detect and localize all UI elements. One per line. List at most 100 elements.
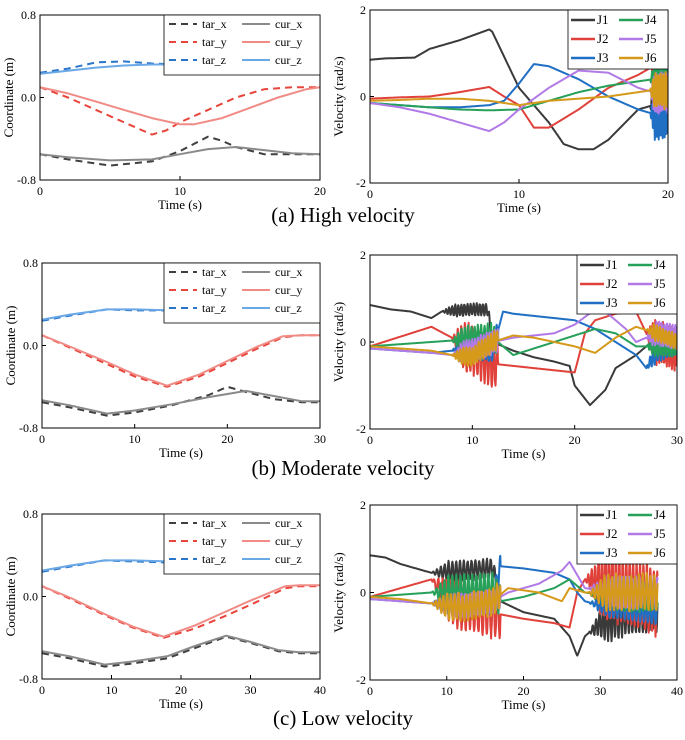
x-tick-label: 20 — [314, 184, 326, 198]
x-tick-label: 40 — [314, 683, 326, 697]
y-tick-label: 0.0 — [21, 91, 36, 105]
x-tick-label: 10 — [441, 684, 453, 698]
legend: J1 J2 J3 J4 J5 J6 — [576, 254, 678, 315]
y-tick-label: 0.8 — [21, 8, 36, 22]
x-axis-label: Time (s) — [158, 197, 202, 212]
x-tick-label: 0 — [367, 684, 373, 698]
legend: tar_x cur_x tar_y cur_y tar_z cur_z — [163, 262, 321, 324]
y-axis-label: Velocity (rad/s) — [331, 552, 346, 633]
legend-label-J1: J1 — [606, 507, 618, 522]
series-group — [370, 302, 677, 407]
legend-label-tar_z: tar_z — [202, 53, 226, 67]
series-group — [370, 549, 659, 657]
legend-label-J5: J5 — [654, 526, 666, 541]
legend-label-cur_x: cur_x — [275, 516, 302, 530]
x-tick-label: 20 — [518, 684, 530, 698]
y-tick-label: 0.0 — [23, 590, 38, 604]
y-tick-label: 2 — [360, 3, 366, 17]
legend-label-tar_z: tar_z — [202, 301, 226, 315]
series-J5 — [370, 69, 668, 133]
series-cur_x — [42, 389, 320, 415]
legend-label-tar_x: tar_x — [202, 17, 227, 31]
y-axis-label: Velocity (rad/s) — [331, 302, 346, 383]
legend-label-J3: J3 — [597, 50, 609, 65]
y-tick-label: 0.8 — [23, 256, 38, 270]
x-tick-label: 10 — [174, 184, 186, 198]
x-axis-label: Time (s) — [159, 445, 203, 460]
x-tick-label: 0 — [367, 187, 373, 201]
legend-label-J6: J6 — [645, 50, 657, 65]
chart-b-left: 0 10 20 30 -0.8 0.0 0.8 Time (s) Coordinate (m) t… — [3, 256, 326, 460]
series-group — [42, 308, 320, 417]
legend-label-tar_z: tar_z — [202, 552, 226, 566]
series-tar_x — [40, 135, 320, 167]
series-cur_y — [40, 86, 320, 126]
series-J1 — [370, 28, 668, 151]
x-tick-label: 30 — [245, 683, 257, 697]
legend-label-J3: J3 — [606, 545, 618, 560]
y-tick-label: 0 — [360, 90, 366, 104]
x-tick-label: 30 — [671, 433, 683, 447]
legend-label-cur_x: cur_x — [275, 17, 302, 31]
series-group — [370, 28, 668, 151]
y-axis-label: Coordinate (m) — [3, 557, 18, 637]
series-J4 — [370, 321, 677, 358]
series-J3 — [370, 310, 677, 370]
series-cur_x — [42, 634, 320, 666]
legend-label-J2: J2 — [597, 31, 609, 46]
series-tar_y — [40, 86, 320, 136]
x-axis-label: Time (s) — [159, 696, 203, 711]
series-cur_y — [42, 584, 320, 638]
x-axis-label: Time (s) — [502, 446, 546, 461]
y-tick-label: 0.8 — [23, 507, 38, 521]
x-tick-label: 0 — [39, 683, 45, 697]
y-tick-label: -2 — [356, 176, 366, 190]
legend: tar_x cur_x tar_y cur_y tar_z cur_z — [163, 14, 321, 76]
series-J6 — [370, 71, 668, 111]
series-J3 — [370, 63, 668, 141]
legend-label-J4: J4 — [645, 12, 657, 27]
legend-label-J5: J5 — [645, 31, 657, 46]
series-tar_y — [42, 585, 320, 639]
x-tick-label: 10 — [129, 432, 141, 446]
legend-label-cur_y: cur_y — [275, 534, 302, 548]
series-J6 — [370, 571, 659, 622]
x-tick-label: 10 — [466, 433, 478, 447]
series-tar_x — [42, 385, 320, 417]
y-tick-label: -2 — [356, 673, 366, 687]
x-tick-label: 20 — [662, 187, 674, 201]
legend-label-tar_x: tar_x — [202, 516, 227, 530]
x-tick-label: 20 — [569, 433, 581, 447]
chart-a-left: 0 10 20 -0.8 0.0 0.8 Time (s) Coordinate (m) tar… — [1, 8, 326, 212]
legend-label-J4: J4 — [654, 507, 666, 522]
series-cur_y — [42, 334, 320, 387]
series-group — [40, 60, 320, 167]
y-tick-label: 0.0 — [23, 339, 38, 353]
x-tick-label: 0 — [367, 433, 373, 447]
y-axis-label: Velocity (rad/s) — [331, 56, 346, 137]
legend-label-J6: J6 — [654, 545, 666, 560]
x-tick-label: 10 — [106, 683, 118, 697]
legend-label-J6: J6 — [654, 295, 666, 310]
legend-box — [163, 14, 321, 76]
legend-label-cur_z: cur_z — [275, 53, 302, 67]
legend-label-J2: J2 — [606, 276, 618, 291]
legend-label-J4: J4 — [654, 257, 666, 272]
y-tick-label: 0 — [360, 335, 366, 349]
x-axis-label: Time (s) — [502, 697, 546, 712]
x-tick-label: 30 — [314, 432, 326, 446]
legend-label-tar_y: tar_y — [202, 283, 227, 297]
y-tick-label: -0.8 — [19, 672, 38, 686]
x-axis-label: Time (s) — [497, 200, 541, 215]
x-tick-label: 0 — [37, 184, 43, 198]
series-J2 — [370, 549, 659, 640]
series-J6 — [370, 323, 677, 368]
series-group — [42, 559, 320, 668]
legend-label-tar_y: tar_y — [202, 35, 227, 49]
legend: J1 J2 J3 J4 J5 J6 — [576, 504, 678, 565]
